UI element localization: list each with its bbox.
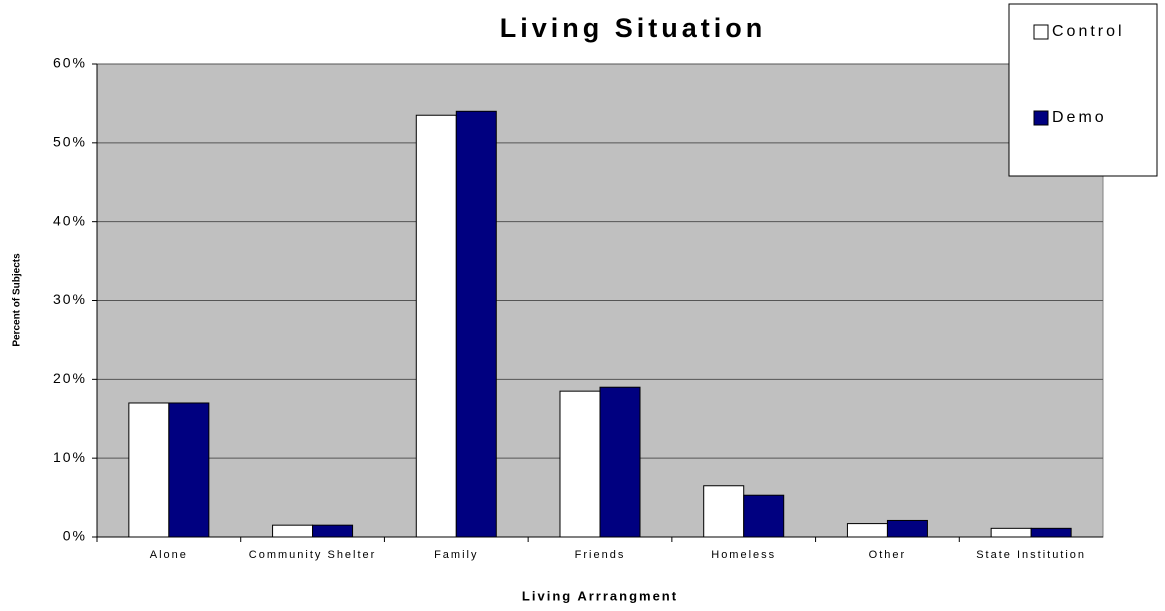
y-tick-label: 60%	[53, 55, 87, 71]
bar	[455, 110, 497, 538]
bar	[128, 402, 170, 538]
bar	[743, 494, 785, 538]
x-tick-label: Family	[434, 549, 478, 561]
y-tick-label: 0%	[63, 528, 87, 544]
legend-swatch	[1033, 110, 1049, 126]
legend-label: Demo	[1052, 109, 1107, 126]
legend-swatch	[1033, 24, 1049, 40]
x-tick-label: Alone	[150, 549, 188, 561]
x-axis-label: Living Arrrangment	[522, 588, 678, 603]
x-tick-label: Homeless	[711, 549, 776, 561]
x-tick-label: Friends	[575, 549, 626, 561]
bar	[886, 519, 928, 538]
bar	[703, 485, 745, 538]
y-tick-label: 50%	[53, 134, 87, 150]
bar	[599, 386, 641, 538]
legend: Control Demo	[1008, 3, 1158, 177]
y-axis-label: Percent of Subjects	[12, 253, 23, 347]
bar	[990, 527, 1032, 538]
x-tick-label: Other	[869, 549, 907, 561]
legend-label: Control	[1052, 23, 1125, 40]
y-tick-label: 30%	[53, 291, 87, 307]
x-tick-label: State Institution	[976, 549, 1086, 561]
y-tick-label: 20%	[53, 370, 87, 386]
bar	[168, 402, 210, 538]
x-tick-label: Community Shelter	[249, 549, 377, 561]
bar	[312, 524, 354, 538]
bar	[846, 523, 888, 538]
bar	[415, 114, 457, 538]
y-tick-label: 40%	[53, 212, 87, 228]
y-tick-label: 10%	[53, 449, 87, 465]
bar	[559, 390, 601, 538]
bar	[272, 524, 314, 538]
bar	[1030, 527, 1072, 538]
chart-title: Living Situation	[500, 13, 767, 43]
